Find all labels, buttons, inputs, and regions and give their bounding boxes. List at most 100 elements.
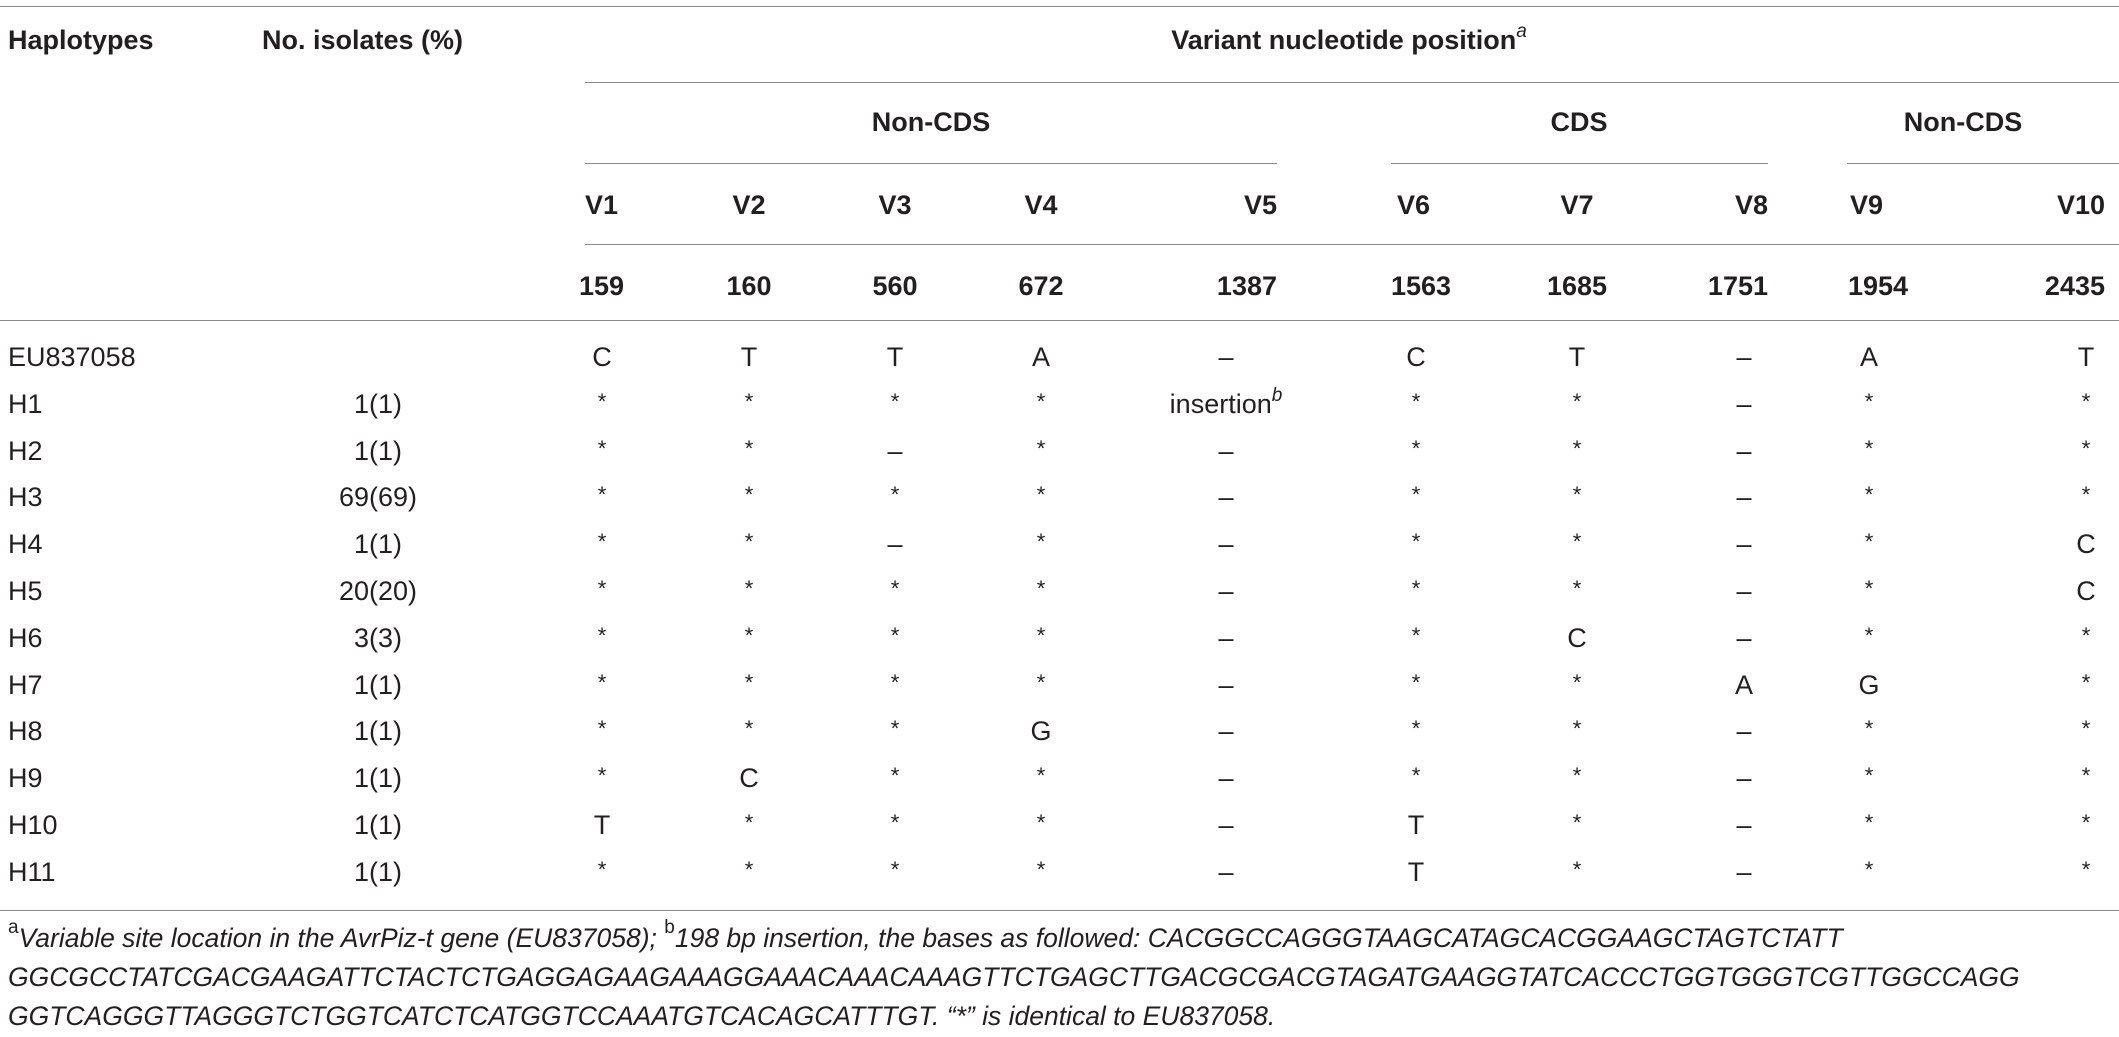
cell-v9: * [1864, 388, 1874, 414]
cell-v9: A [1859, 342, 1879, 372]
cell-v4: * [1036, 482, 1046, 508]
cell-v3: * [890, 669, 900, 695]
cell-v1: * [597, 669, 607, 695]
position-header-10: 2435 [2044, 271, 2105, 301]
cell-v6: * [1411, 669, 1421, 695]
cell-v3: – [887, 529, 903, 560]
position-header-7: 1685 [1546, 271, 1608, 301]
cell-v2: * [744, 716, 754, 742]
cell-v9: * [1864, 576, 1874, 601]
cell-v3: * [890, 810, 900, 835]
cell-v2: T [740, 342, 758, 372]
cell-v8: – [1736, 388, 1752, 419]
position-header-5: 1387 [1216, 271, 1277, 301]
row-isolates: 20(20) [338, 576, 418, 606]
cell-v8: – [1736, 622, 1752, 653]
cell-v6: * [1411, 763, 1421, 789]
cell-v2: * [744, 669, 754, 695]
cell-v9: * [1864, 529, 1874, 555]
row-isolates: 3(3) [353, 622, 403, 653]
group-rule-cds [1391, 163, 1768, 164]
table-footnote: aVariable site location in the AvrPiz-t … [8, 917, 2112, 1036]
cell-v3: * [890, 576, 900, 601]
header-bottom-rule [0, 320, 2119, 321]
group-header-cds: CDS [1550, 107, 1608, 137]
cell-v7: * [1572, 529, 1582, 555]
cell-v7: * [1572, 669, 1582, 695]
cell-v5: – [1218, 669, 1234, 700]
cell-v10: * [2081, 810, 2091, 835]
cell-v1: C [592, 342, 612, 372]
variant-header-v7: V7 [1560, 190, 1594, 220]
cell-v2: * [744, 529, 754, 555]
position-header-2: 160 [726, 271, 772, 301]
position-header-3: 560 [872, 271, 918, 301]
cell-v5: – [1218, 576, 1234, 606]
cell-v2: * [744, 388, 754, 414]
cell-v5: – [1218, 482, 1234, 513]
cell-v4: * [1036, 529, 1046, 555]
cell-v2: * [744, 810, 754, 835]
cell-v2: * [744, 435, 754, 461]
cell-v6: * [1411, 482, 1421, 508]
variant-header-v3: V3 [878, 190, 912, 220]
cell-v8: – [1736, 529, 1752, 560]
row-haplotype: H9 [8, 763, 43, 794]
row-haplotype: H11 [8, 856, 56, 887]
variant-header-v6: V6 [1397, 190, 1431, 220]
cell-v4: * [1036, 856, 1046, 882]
position-header-9: 1954 [1848, 271, 1909, 301]
position-header-6: 1563 [1391, 271, 1452, 301]
cell-v4: * [1036, 810, 1046, 835]
cell-v3: – [887, 435, 903, 466]
cell-v1: * [597, 529, 607, 555]
cell-v5: – [1218, 763, 1234, 794]
row-haplotype: H6 [8, 622, 43, 653]
cell-v2: C [739, 763, 759, 794]
cell-v8: – [1736, 482, 1752, 513]
cell-v5: – [1218, 435, 1234, 466]
cell-v10: C [2076, 576, 2096, 606]
cell-v10: * [2081, 388, 2091, 414]
row-haplotype: H8 [8, 716, 43, 747]
cell-v2: * [744, 576, 754, 601]
cell-v1: * [597, 716, 607, 742]
cell-v8: A [1734, 669, 1754, 700]
row-haplotype: H2 [8, 435, 43, 466]
variant-header-v10: V10 [2056, 190, 2105, 220]
row-isolates: 1(1) [353, 810, 403, 840]
footnote-a-text: Variable site location in the AvrPiz-t g… [18, 923, 665, 953]
cell-v3: T [886, 342, 904, 372]
cell-v5: – [1218, 529, 1234, 560]
cell-v6: * [1411, 716, 1421, 742]
table-bottom-rule [0, 910, 2119, 911]
footnote-b-mark: b [664, 917, 675, 939]
cell-v9: * [1864, 622, 1874, 648]
cell-v5: – [1218, 622, 1234, 653]
row-isolates: 1(1) [353, 856, 403, 887]
cell-v6: T [1407, 856, 1425, 887]
cell-v5: – [1218, 856, 1234, 887]
variant-header-v9: V9 [1850, 190, 1884, 220]
cell-v1: * [597, 763, 607, 789]
cell-v7: * [1572, 763, 1582, 789]
group-header-noncds-1: Non-CDS [871, 107, 991, 137]
cell-v5: – [1218, 810, 1234, 840]
row-isolates: 1(1) [353, 388, 403, 419]
cell-v4: G [1030, 716, 1052, 747]
cell-v8: – [1736, 763, 1752, 794]
cell-v10: * [2081, 669, 2091, 695]
cell-v7: * [1572, 435, 1582, 461]
cell-v7: T [1568, 342, 1586, 372]
cell-v8: – [1736, 856, 1752, 887]
row-haplotype: H4 [8, 529, 43, 560]
cell-v7: * [1572, 388, 1582, 414]
cell-v4: * [1036, 763, 1046, 789]
cell-v4: * [1036, 669, 1046, 695]
cell-v8: – [1736, 342, 1752, 372]
variant-header-v1: V1 [585, 190, 619, 220]
cell-v3: * [890, 716, 900, 742]
cell-v7: C [1567, 622, 1587, 653]
cell-v5: insertionb [1169, 384, 1283, 419]
